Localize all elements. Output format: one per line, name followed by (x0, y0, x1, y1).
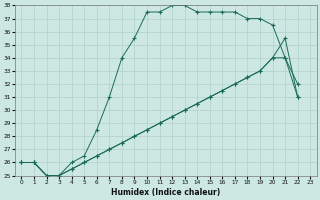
X-axis label: Humidex (Indice chaleur): Humidex (Indice chaleur) (111, 188, 220, 197)
